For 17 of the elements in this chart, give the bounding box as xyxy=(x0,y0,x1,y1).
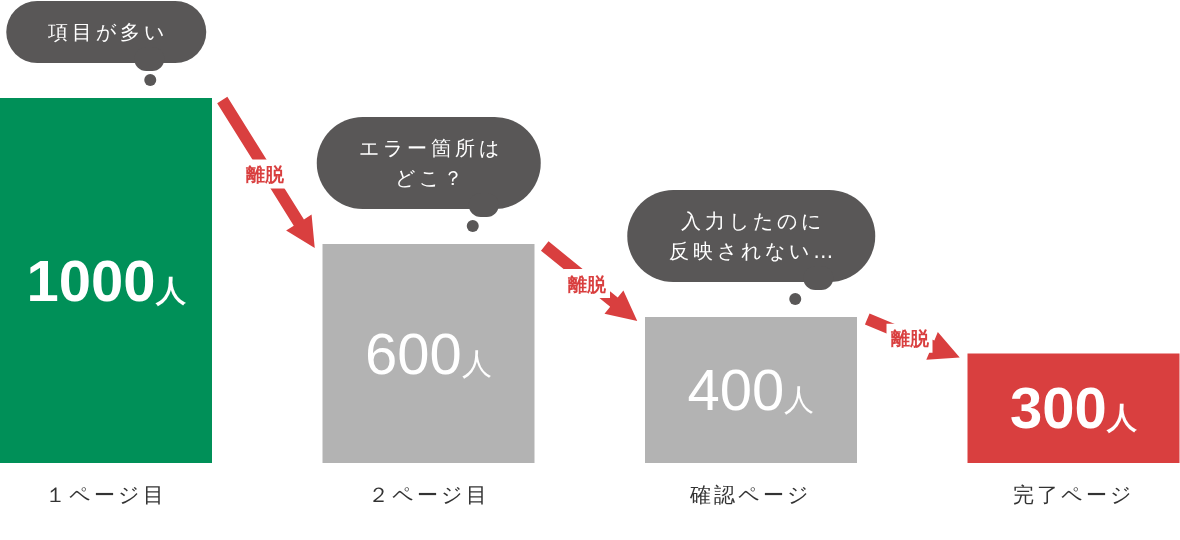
bar xyxy=(645,317,857,463)
data-label: 400人 xyxy=(687,357,815,422)
annotation: 離脱 xyxy=(567,272,607,295)
annotation: 離脱 xyxy=(889,327,930,350)
x-tick-label: ２ページ目 xyxy=(367,482,490,507)
data-label: 600人 xyxy=(365,320,492,386)
data-label: 300人 xyxy=(1010,375,1138,441)
bar xyxy=(322,244,535,463)
x-tick-label: １ページ目 xyxy=(45,482,168,507)
x-tick-label: 確認ページ xyxy=(689,482,813,507)
x-tick-label: 完了ページ xyxy=(1012,482,1135,507)
annotation: エラー箇所はどこ？ xyxy=(358,136,503,190)
bar xyxy=(0,98,212,463)
annotation: 入力したのに反映されない… xyxy=(669,209,838,263)
annotation: 項目が多い xyxy=(47,20,169,44)
data-label: 1000人 xyxy=(26,247,187,313)
annotation: 離脱 xyxy=(244,163,285,185)
